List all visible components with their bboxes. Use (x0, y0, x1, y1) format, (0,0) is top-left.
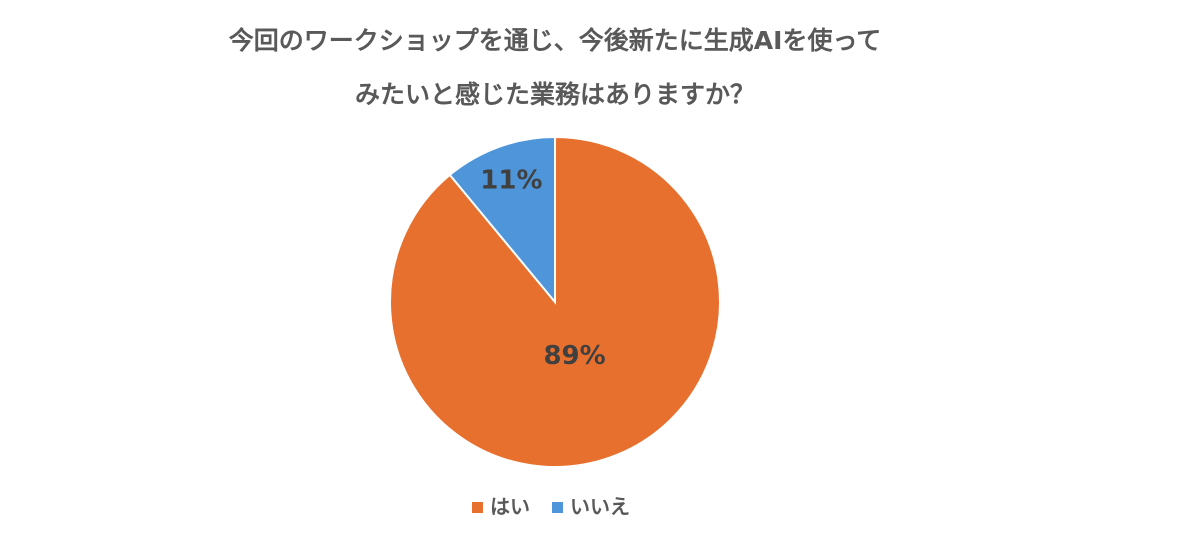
chart-title: みたいと感じた業務はありますか？ (355, 80, 755, 109)
legend-label: いいえ (570, 495, 630, 519)
data-label: 89% (543, 341, 605, 371)
chart-title: 今回のワークショップを通じ、今後新たに生成AIを使って (229, 26, 881, 55)
pie-slice (448, 135, 556, 305)
legend-swatch (552, 502, 563, 513)
data-label: 11% (480, 165, 542, 195)
legend-swatch (472, 502, 483, 513)
legend-label: はい (490, 495, 530, 519)
